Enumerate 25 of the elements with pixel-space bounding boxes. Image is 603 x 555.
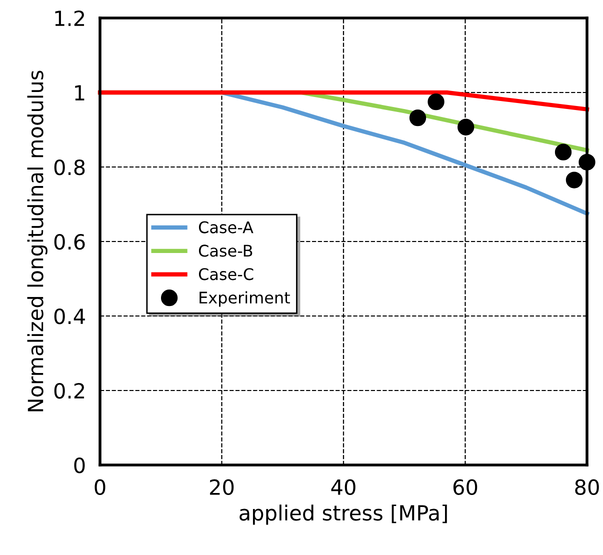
legend-label: Experiment (200, 291, 290, 307)
y-tick-label: 0 (74, 457, 85, 474)
point (458, 118, 474, 136)
x-tick-label: 0 (94, 479, 106, 496)
legend-label: Case-A (198, 221, 254, 234)
y-tick-label: 0.6 (54, 234, 85, 250)
x-tick-label: 80 (575, 479, 599, 496)
legend-label: Case-B (198, 244, 252, 257)
point (409, 109, 426, 126)
y-tick-label: 1 (75, 85, 84, 100)
line-series (220, 90, 590, 216)
point (566, 172, 583, 188)
x-tick-label: 60 (453, 479, 478, 496)
x-axis-title: applied stress [MPa] (240, 504, 447, 525)
y-tick-label: 0.2 (54, 382, 84, 399)
point (578, 154, 596, 170)
point (554, 144, 572, 160)
y-axis-title: Normalized longitudinal modulus (27, 70, 48, 412)
x-tick-label: 40 (331, 479, 356, 496)
point (428, 93, 444, 110)
y-tick-label: 0.8 (54, 159, 85, 176)
y-tick-label: 0.4 (54, 308, 85, 324)
x-tick-label: 20 (210, 479, 234, 496)
y-tick-label: 1.2 (55, 10, 84, 26)
legend-label: Case-C (198, 268, 254, 280)
